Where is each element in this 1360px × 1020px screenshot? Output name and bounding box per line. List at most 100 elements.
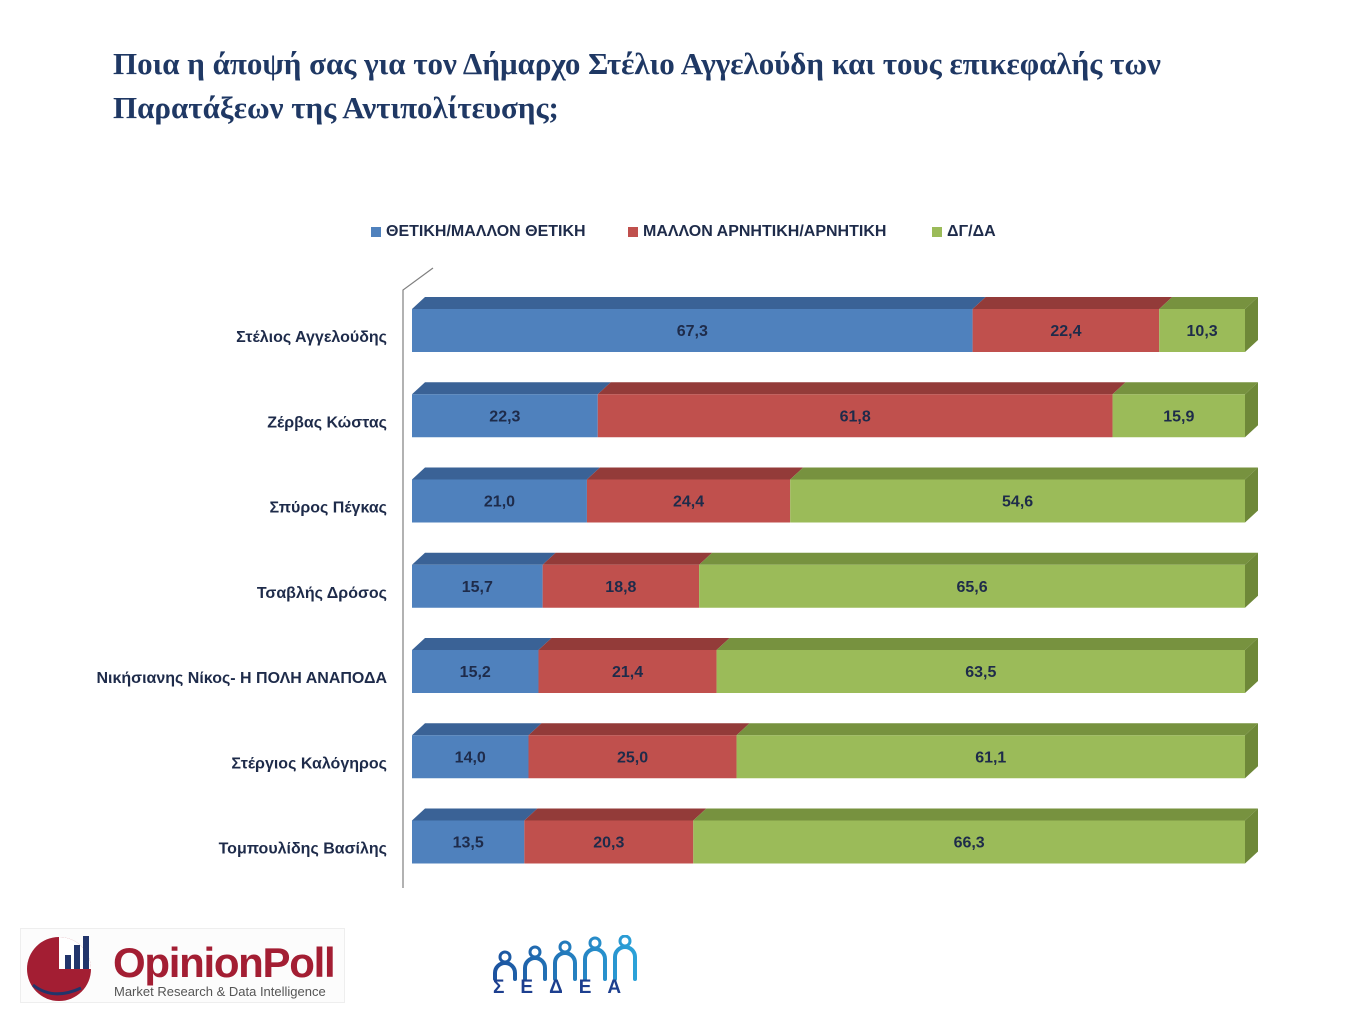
legend-swatch-fill	[628, 227, 638, 237]
positive-value-label-3: 21,0	[484, 494, 515, 511]
positive-bar-segment-7	[412, 820, 525, 864]
bar-end-face-1	[1245, 297, 1258, 352]
negative-value-label-1: 22,4	[1050, 323, 1081, 340]
logo-bar	[83, 936, 89, 969]
bar-row-5: 15,2 21,4 63,5 Νικήσιανης Νίκος- Η ΠΟΛΗ ΑΝΑ…	[96, 638, 1258, 693]
category-label-4: Τσαβλής Δρόσος	[257, 585, 387, 602]
positive-bar-top-face-4	[412, 552, 556, 565]
no-answer-bar-segment-2	[1112, 394, 1245, 438]
bar-row-4: 15,7 18,8 65,6 Τσαβλής Δρόσος	[257, 552, 1258, 608]
category-label-7: Τομπουλίδης Βασίλης	[219, 841, 387, 858]
negative-bar-segment-2	[597, 394, 1113, 438]
negative-value-label-3: 24,4	[673, 494, 704, 511]
negative-value-label-5: 21,4	[612, 664, 643, 681]
negative-bar-segment-6	[528, 735, 737, 779]
person-icon	[613, 935, 637, 981]
negative-bar-segment-1	[972, 309, 1160, 352]
bar-row-7: 13,5 20,3 66,3 Τομπουλίδης Βασίλης	[219, 808, 1258, 864]
no-answer-value-label-2: 15,9	[1163, 408, 1194, 425]
no-answer-value-label-4: 65,6	[956, 579, 987, 596]
positive-bar-segment-4	[412, 564, 543, 608]
negative-bar-top-face-4	[542, 552, 713, 565]
opinion-poll-logo: OpinionPoll Market Research & Data Intel…	[20, 928, 345, 1003]
category-label-2: Ζέρβας Κώστας	[267, 414, 387, 431]
no-answer-value-label-6: 61,1	[975, 749, 1006, 766]
positive-bar-segment-5	[412, 650, 539, 693]
bar-end-face-7	[1245, 808, 1258, 864]
person-icon	[583, 936, 607, 981]
person-icon	[523, 945, 547, 981]
no-answer-bar-top-face-5	[716, 638, 1258, 650]
negative-bar-segment-4	[542, 564, 700, 608]
positive-value-label-7: 13,5	[453, 835, 484, 852]
sedea-people-icon	[493, 935, 637, 981]
person-icon	[493, 950, 517, 981]
opinion-poll-tagline: Market Research & Data Intelligence	[114, 984, 326, 999]
sedea-logo: ΣΕΔΕΑ	[488, 935, 643, 999]
no-answer-bar-segment-1	[1159, 309, 1245, 352]
negative-bar-top-face-5	[538, 638, 730, 650]
opinion-poll-wordmark: OpinionPoll	[113, 939, 336, 986]
legend-item-no-answer: ΔΓ/ΔΑ	[932, 222, 996, 242]
negative-bar-segment-5	[538, 650, 717, 693]
negative-bar-top-face-6	[528, 723, 750, 736]
no-answer-bar-top-face-3	[790, 467, 1258, 480]
positive-bar-segment-1	[412, 309, 973, 352]
bar-end-face-5	[1245, 638, 1258, 693]
bar-row-1: 67,3 22,4 10,3 Στέλιος Αγγελούδης	[236, 297, 1258, 352]
no-answer-bar-top-face-1	[1159, 297, 1258, 309]
person-icon	[553, 940, 577, 981]
negative-value-label-2: 61,8	[840, 408, 871, 425]
legend-swatch-fill	[932, 227, 942, 237]
logo-bar	[74, 945, 80, 969]
negative-bar-top-face-1	[972, 297, 1173, 309]
positive-value-label-2: 22,3	[489, 408, 520, 425]
legend-item-negative: ΜΑΛΛΟΝ ΑΡΝΗΤΙΚΗ/ΑΡΝΗΤΙΚΗ	[628, 222, 886, 242]
slide-title: Ποια η άποψή σας για τον Δήμαρχο Στέλιο …	[113, 42, 1161, 130]
positive-bar-top-face-3	[412, 467, 600, 480]
legend-swatch-negative	[628, 227, 638, 237]
no-answer-bar-segment-3	[790, 479, 1245, 523]
bar-row-6: 14,0 25,0 61,1 Στέργιος Καλόγηρος	[231, 723, 1258, 779]
legend-swatch-positive	[371, 227, 381, 237]
positive-bar-segment-3	[412, 479, 587, 523]
negative-value-label-4: 18,8	[605, 579, 636, 596]
positive-bar-top-face-7	[412, 808, 538, 821]
no-answer-bar-top-face-7	[693, 808, 1258, 821]
bar-end-face-4	[1245, 552, 1258, 608]
legend-label-positive: ΘΕΤΙΚΗ/ΜΑΛΛΟΝ ΘΕΤΙΚΗ	[386, 223, 586, 240]
positive-bar-top-face-5	[412, 638, 552, 650]
legend-label-negative: ΜΑΛΛΟΝ ΑΡΝΗΤΙΚΗ/ΑΡΝΗΤΙΚΗ	[643, 223, 887, 240]
positive-value-label-4: 15,7	[462, 579, 493, 596]
category-label-1: Στέλιος Αγγελούδης	[236, 329, 387, 346]
no-answer-bar-segment-7	[693, 820, 1245, 864]
negative-value-label-7: 20,3	[593, 835, 624, 852]
chart-side-wall	[402, 267, 434, 888]
no-answer-bar-segment-5	[716, 650, 1245, 693]
negative-bar-segment-3	[586, 479, 791, 523]
no-answer-bar-top-face-4	[699, 552, 1258, 565]
no-answer-value-label-1: 10,3	[1187, 323, 1218, 340]
logo-swoosh	[32, 983, 82, 996]
negative-bar-top-face-3	[586, 467, 804, 480]
positive-value-label-6: 14,0	[455, 749, 486, 766]
legend-swatch-no-answer	[932, 227, 942, 237]
bar-row-3: 21,0 24,4 54,6 Σπύρος Πέγκας	[269, 467, 1258, 523]
bar-end-face-3	[1245, 467, 1258, 523]
negative-bar-top-face-7	[524, 808, 707, 821]
no-answer-value-label-3: 54,6	[1002, 494, 1033, 511]
slide-title-line-1: Ποια η άποψή σας για τον Δήμαρχο Στέλιο …	[113, 46, 1161, 81]
category-label-5: Νικήσιανης Νίκος- Η ΠΟΛΗ ΑΝΑΠΟΔΑ	[96, 670, 387, 687]
legend-label-no-answer: ΔΓ/ΔΑ	[947, 223, 996, 240]
positive-bar-top-face-1	[412, 297, 986, 309]
no-answer-value-label-7: 66,3	[954, 835, 985, 852]
no-answer-bar-top-face-6	[736, 723, 1258, 736]
no-answer-bar-segment-6	[736, 735, 1245, 779]
positive-value-label-5: 15,2	[460, 664, 491, 681]
no-answer-bar-top-face-2	[1112, 382, 1258, 395]
negative-value-label-6: 25,0	[617, 749, 648, 766]
positive-bar-segment-6	[412, 735, 529, 779]
positive-bar-top-face-2	[412, 382, 611, 395]
logo-bar	[65, 955, 71, 969]
